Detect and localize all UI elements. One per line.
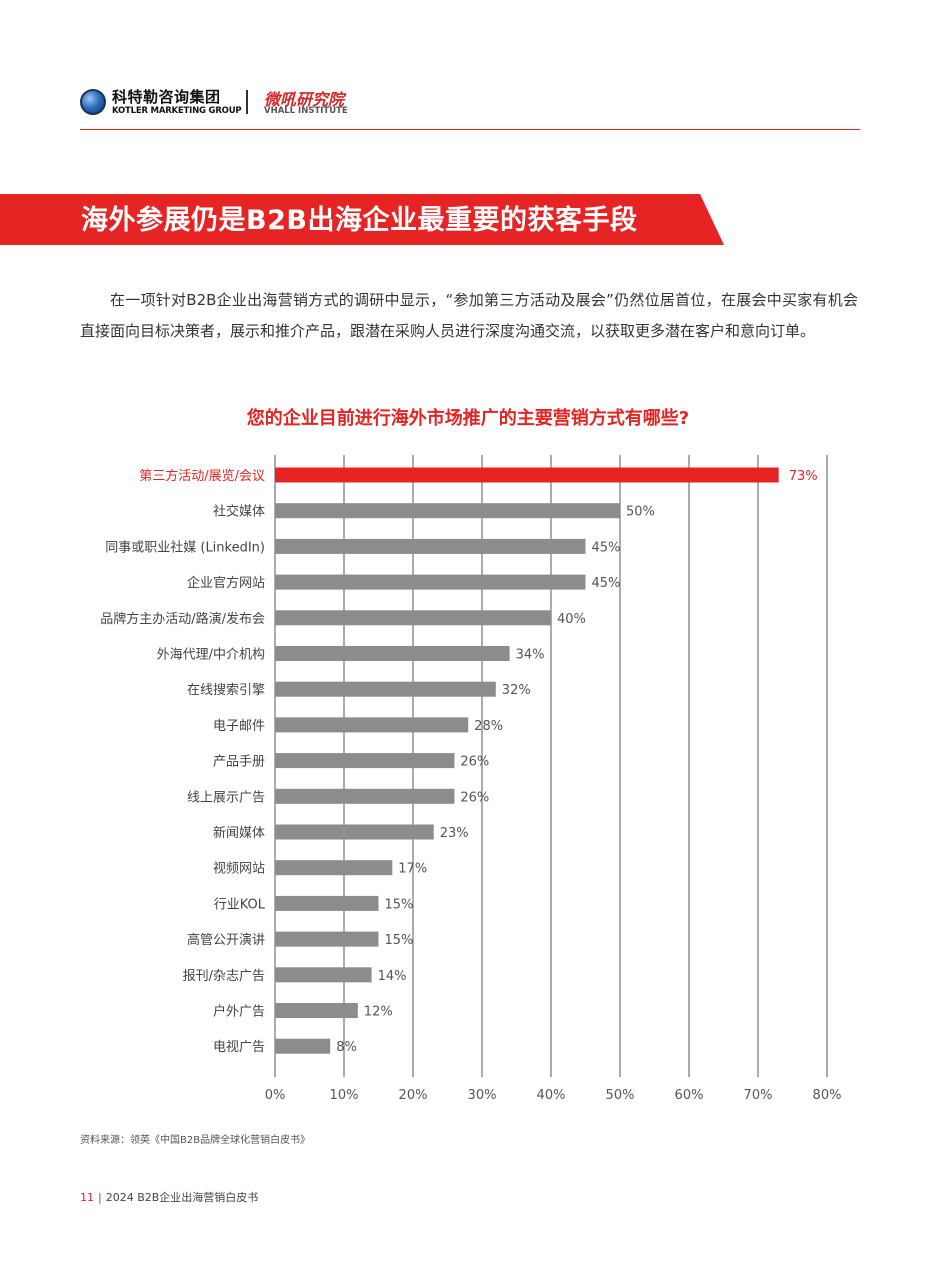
category-label: 视频网站: [213, 862, 265, 877]
bar: [275, 681, 496, 697]
intro-paragraph: 在一项针对B2B企业出海营销方式的调研中显示，“参加第三方活动及展会”仍然位居首…: [80, 291, 858, 340]
footer-separator: |: [98, 1191, 102, 1204]
category-label: 电视广告: [213, 1040, 265, 1055]
x-tick-label: 20%: [399, 1088, 428, 1103]
bar: [275, 931, 379, 947]
header-rule: [80, 129, 860, 130]
x-tick-label: 50%: [606, 1088, 635, 1103]
category-label: 社交媒体: [213, 504, 265, 520]
bar: [275, 1038, 331, 1054]
category-label: 新闻媒体: [213, 825, 265, 841]
x-tick-label: 60%: [675, 1088, 704, 1103]
bar: [275, 860, 393, 876]
category-label: 在线搜索引擎: [187, 683, 265, 698]
category-label: 外海代理/中介机构: [157, 648, 265, 663]
category-label: 同事或职业社媒 (LinkedIn): [105, 539, 265, 555]
bar: [275, 788, 455, 804]
page-header: 科特勒咨询集团 KOTLER MARKETING GROUP 微吼研究院 VHA…: [80, 84, 860, 124]
data-label: 45%: [592, 576, 621, 591]
category-label: 电子邮件: [213, 719, 265, 734]
data-label: 45%: [592, 540, 621, 555]
x-tick-label: 0%: [265, 1088, 286, 1103]
category-label: 产品手册: [213, 755, 265, 770]
vhall-logo-en: VHALL INSTITUTE: [264, 106, 348, 116]
footer-doc-title: 2024 B2B企业出海营销白皮书: [105, 1191, 259, 1204]
data-label: 15%: [385, 897, 414, 912]
data-label: 32%: [502, 683, 531, 698]
bar: [275, 467, 779, 483]
data-label: 15%: [385, 933, 414, 948]
bar: [275, 538, 586, 554]
category-label: 报刊/杂志广告: [183, 969, 265, 984]
x-tick-label: 80%: [813, 1088, 842, 1103]
data-label: 26%: [460, 755, 489, 770]
category-label: 企业官方网站: [187, 575, 265, 591]
data-label: 26%: [460, 790, 489, 805]
category-label: 户外广告: [213, 1004, 265, 1020]
data-label: 23%: [440, 826, 469, 841]
data-label: 8%: [336, 1040, 357, 1055]
bar: [275, 1003, 358, 1018]
source-note: 资料来源：领英《中国B2B品牌全球化营销白皮书》: [80, 1135, 311, 1146]
bar: [275, 895, 379, 911]
bar: [275, 646, 510, 661]
kotler-logo-en: KOTLER MARKETING GROUP: [112, 106, 242, 116]
category-label: 线上展示广告: [187, 790, 265, 805]
bar-chart: 0% 10% 20% 30% 40% 50% 60% 70% 80% 第三方活动/展览/会议 73%…: [100, 455, 842, 1103]
bar: [275, 717, 469, 733]
page-number: 11: [80, 1191, 94, 1204]
category-label: 行业KOL: [214, 897, 266, 912]
data-label: 73%: [789, 469, 818, 484]
data-label: 14%: [378, 969, 407, 984]
header-separator: [246, 90, 248, 114]
x-tick-label: 10%: [330, 1088, 359, 1103]
data-label: 34%: [516, 648, 545, 663]
x-tick-label: 70%: [744, 1088, 773, 1103]
page-title: 海外参展仍是B2B出海企业最重要的获客手段: [81, 205, 638, 236]
title-banner: [0, 194, 724, 245]
data-label: 28%: [474, 719, 503, 734]
bar: [275, 610, 551, 626]
category-label: 品牌方主办活动/路演/发布会: [100, 611, 265, 627]
vhall-logo-cn: 微吼研究院: [264, 90, 345, 109]
data-label: 50%: [626, 505, 655, 520]
category-label: 高管公开演讲: [187, 932, 265, 948]
bar: [275, 824, 434, 840]
bar: [275, 503, 620, 519]
x-tick-label: 30%: [468, 1088, 497, 1103]
globe-logo-icon: [80, 89, 106, 115]
bar: [275, 753, 455, 769]
bar: [275, 574, 586, 590]
page-footer: 11 | 2024 B2B企业出海营销白皮书: [80, 1189, 258, 1205]
kotler-logo-cn: 科特勒咨询集团: [112, 88, 221, 106]
data-label: 12%: [364, 1005, 393, 1020]
category-label: 第三方活动/展览/会议: [139, 468, 265, 484]
data-label: 40%: [557, 612, 586, 627]
x-tick-label: 40%: [537, 1088, 566, 1103]
data-label: 17%: [398, 862, 427, 877]
bar: [275, 967, 372, 983]
chart-title: 您的企业目前进行海外市场推广的主要营销方式有哪些?: [246, 408, 690, 429]
